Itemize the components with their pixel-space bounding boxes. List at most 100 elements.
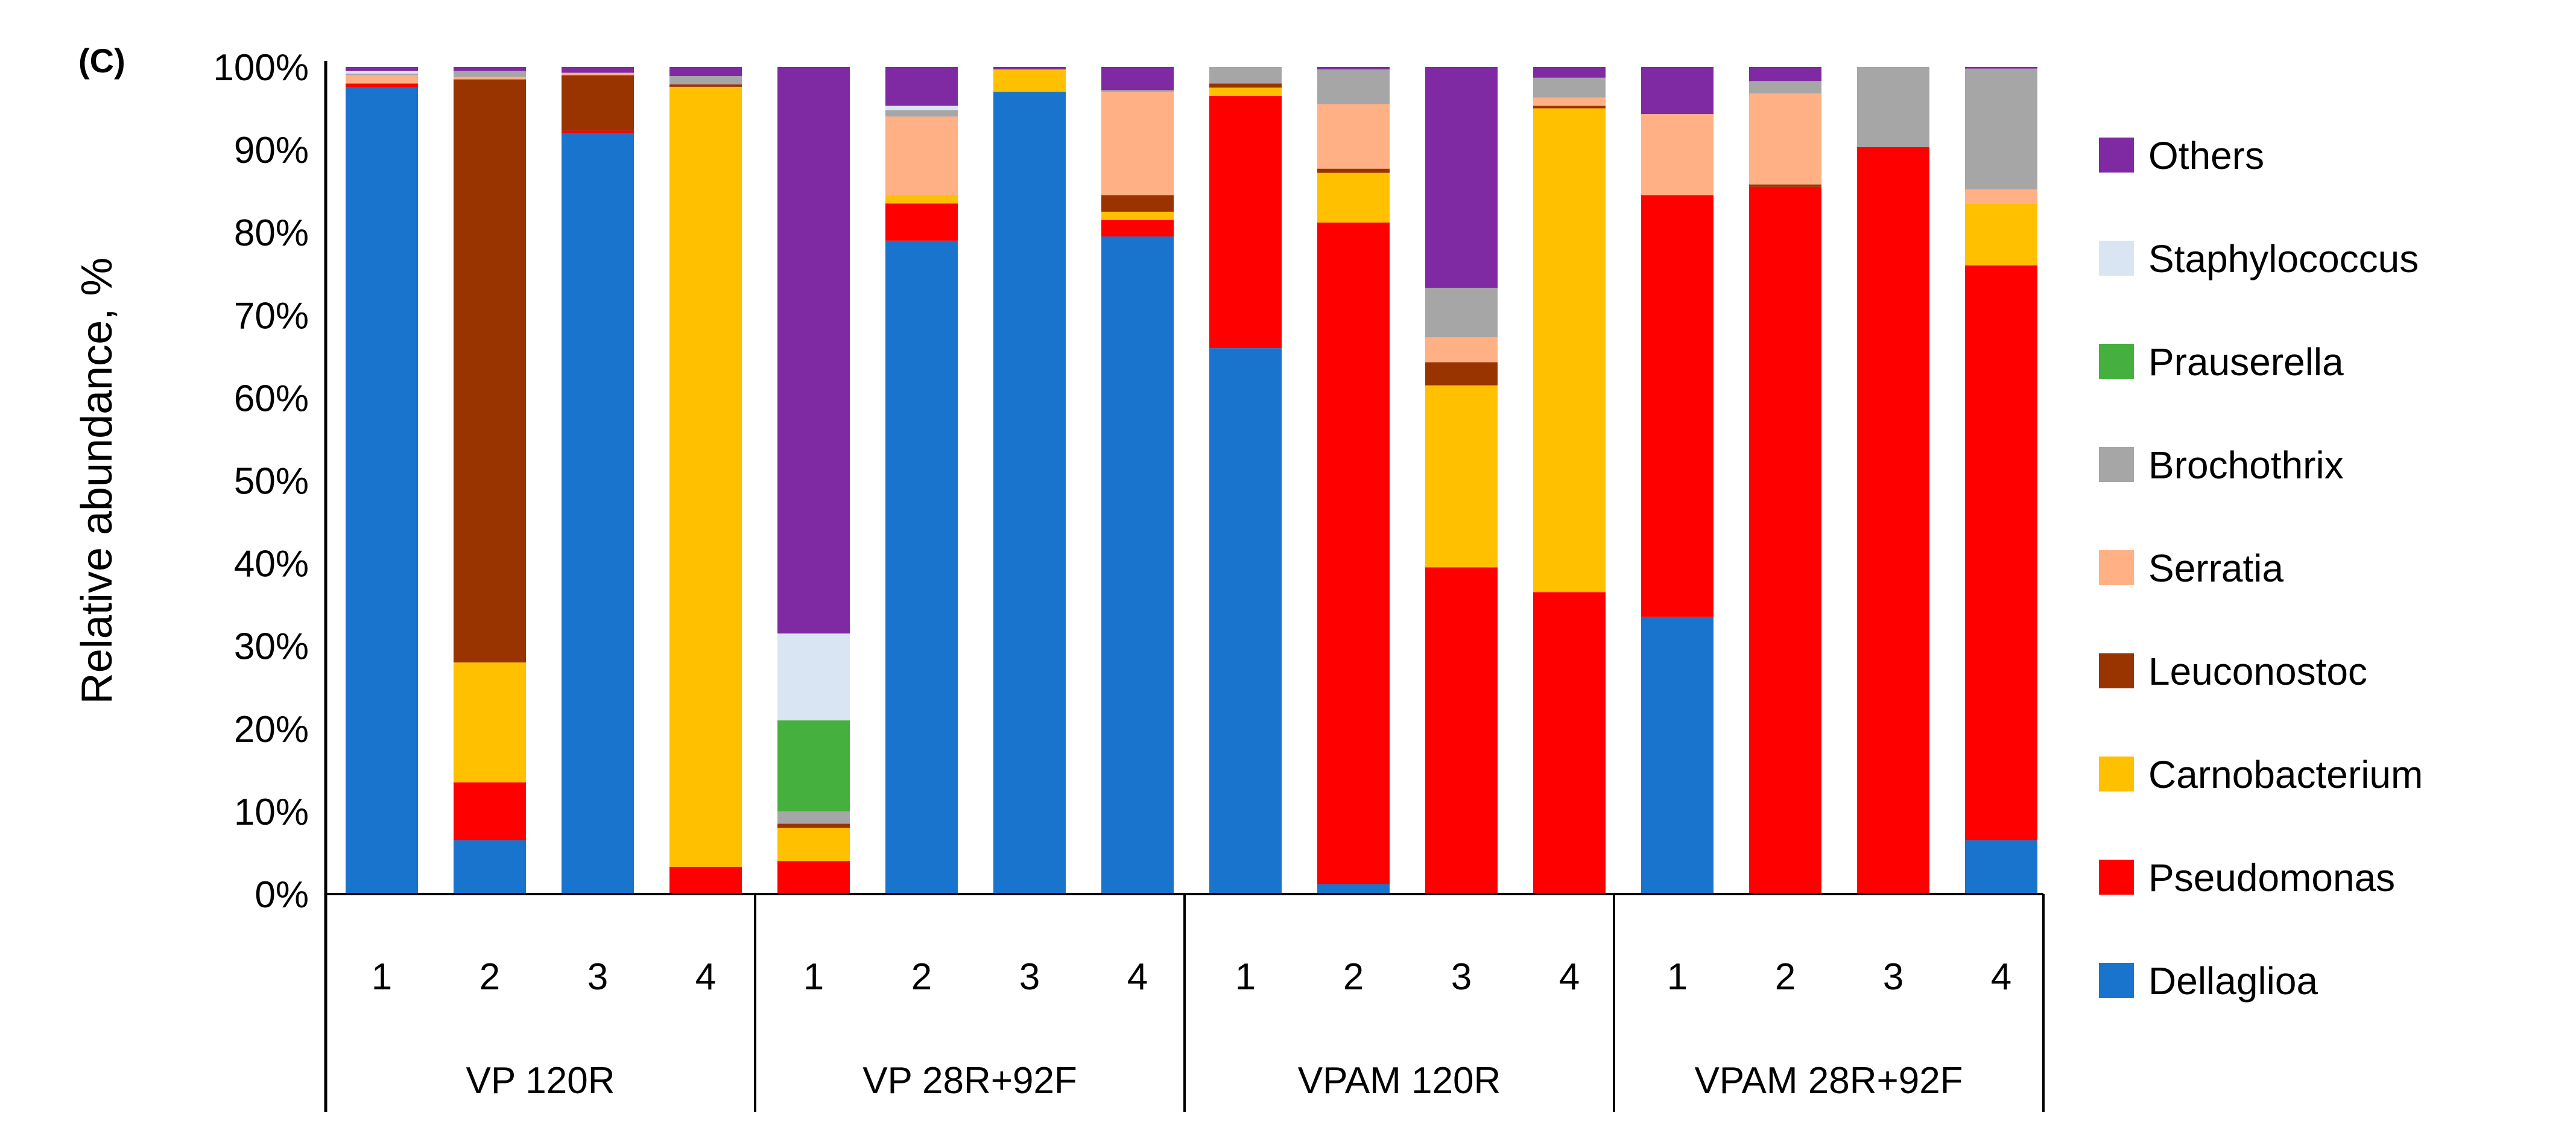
- bar-segment-dellaglioa: [993, 92, 1066, 894]
- bar-segment-brochothrix: [669, 76, 742, 84]
- bar-segment-others: [885, 67, 958, 106]
- group-label: VP 120R: [466, 1060, 615, 1102]
- bar-segment-brochothrix: [1101, 90, 1174, 92]
- legend-swatch-dellaglioa: [2099, 963, 2134, 998]
- bar-segment-serratia: [1101, 92, 1174, 195]
- bar-segment-dellaglioa: [346, 87, 418, 894]
- y-tick-label: 80%: [234, 212, 309, 254]
- bar-segment-pseudomonas: [885, 203, 958, 241]
- bar-segment-serratia: [885, 116, 958, 195]
- legend-label: Serratia: [2148, 547, 2284, 590]
- bar-segment-leuconostoc: [1749, 184, 1821, 187]
- x-tick-label: 1: [803, 956, 824, 998]
- bar-segment-staphylococcus: [777, 633, 850, 721]
- bar-segment-dellaglioa: [454, 840, 526, 894]
- bar-segment-leuconostoc: [1533, 106, 1606, 109]
- bar-segment-carnobacterium: [1425, 385, 1498, 568]
- y-tick-label: 90%: [234, 130, 309, 171]
- bar-segment-carnobacterium: [885, 195, 958, 204]
- bar-segment-others: [1425, 67, 1498, 288]
- bar-segment-dellaglioa: [1965, 840, 2037, 894]
- legend-label: Carnobacterium: [2148, 753, 2423, 796]
- bar-segment-pseudomonas: [1965, 265, 2037, 840]
- bar-segment-leuconostoc: [669, 84, 742, 87]
- legend-swatch-pseudomonas: [2099, 860, 2134, 895]
- bar-segment-pseudomonas: [1425, 567, 1498, 894]
- bar-segment-others: [1641, 67, 1714, 115]
- bar-segment-dellaglioa: [562, 133, 634, 895]
- bar-segment-carnobacterium: [1965, 203, 2037, 266]
- bar-segment-brochothrix: [1965, 68, 2037, 189]
- x-tick-label: 2: [911, 956, 932, 998]
- bar-segment-pseudomonas: [1641, 195, 1714, 617]
- legend-label: Staphylococcus: [2148, 237, 2419, 281]
- bar-segment-carnobacterium: [1533, 108, 1606, 592]
- bar-segment-dellaglioa: [1101, 236, 1174, 895]
- y-tick-label: 70%: [234, 295, 309, 337]
- bar-segment-serratia: [1317, 104, 1390, 169]
- bar-segment-others: [1101, 67, 1174, 90]
- x-tick-label: 1: [372, 956, 392, 998]
- bar-segment-pseudomonas: [1533, 592, 1606, 894]
- bar-segment-leuconostoc: [1317, 168, 1390, 173]
- bar-segment-brochothrix: [1425, 288, 1498, 338]
- y-tick-label: 10%: [234, 791, 309, 833]
- bar-segment-leuconostoc: [562, 75, 634, 131]
- y-axis-label: Relative abundance, %: [73, 258, 121, 705]
- bar-segment-prauserella: [777, 720, 850, 811]
- legend-swatch-carnobacterium: [2099, 757, 2134, 791]
- bar-segment-pseudomonas: [346, 83, 418, 88]
- x-tick-label: 3: [1019, 956, 1040, 998]
- bar-segment-pseudomonas: [669, 866, 742, 894]
- axes: [324, 61, 2045, 1112]
- bar-segment-dellaglioa: [1209, 348, 1282, 894]
- bar-segment-staphylococcus: [885, 106, 958, 110]
- bar-segment-others: [1317, 67, 1390, 70]
- bar-segment-brochothrix: [885, 110, 958, 117]
- bar-segment-others: [454, 67, 526, 71]
- bar-segment-pseudomonas: [777, 861, 850, 894]
- y-tick-label: 50%: [234, 461, 309, 503]
- bar-segment-others: [346, 67, 418, 71]
- legend-swatch-prauserella: [2099, 344, 2134, 379]
- legend-swatch-staphylococcus: [2099, 241, 2134, 276]
- x-tick-label: 4: [1127, 956, 1148, 998]
- y-tick-label: 60%: [234, 378, 309, 419]
- x-tick-label: 2: [1343, 956, 1364, 998]
- bar-segment-leuconostoc: [1209, 83, 1282, 88]
- legend-swatch-brochothrix: [2099, 447, 2134, 482]
- group-label: VPAM 120R: [1298, 1060, 1501, 1102]
- bar-segment-serratia: [1533, 97, 1606, 106]
- legend-label: Others: [2148, 134, 2264, 177]
- legend-label: Pseudomonas: [2148, 856, 2395, 899]
- x-tick-label: 4: [695, 956, 716, 998]
- bar-segment-others: [1533, 67, 1606, 78]
- bar-segment-pseudomonas: [1209, 95, 1282, 349]
- bar-segment-serratia: [1641, 114, 1714, 195]
- bar-segment-carnobacterium: [1317, 173, 1390, 223]
- y-tick-labels: 0% 10% 20% 30% 40% 50% 60% 70% 80% 90% 100%: [213, 47, 309, 916]
- x-tick-label: 3: [1451, 956, 1472, 998]
- legend-label: Leuconostoc: [2148, 650, 2367, 693]
- x-tick-label: 1: [1235, 956, 1256, 998]
- bar-segment-carnobacterium: [454, 662, 526, 782]
- panel-label: (C): [78, 42, 125, 80]
- bar-segment-pseudomonas: [1317, 222, 1390, 884]
- x-tick-label: 3: [1883, 956, 1904, 998]
- bar-segment-others: [1749, 67, 1821, 81]
- bar-segment-brochothrix: [1317, 69, 1390, 104]
- bar-segment-carnobacterium: [1101, 211, 1174, 220]
- bar-segment-serratia: [562, 72, 634, 75]
- bar-segment-others: [669, 67, 742, 77]
- bar-segment-serratia: [1425, 337, 1498, 363]
- bar-segment-others: [562, 67, 634, 73]
- legend: Others Staphylococcus Prauserella Brochothr…: [2099, 134, 2423, 1003]
- y-tick-label: 0%: [255, 874, 309, 916]
- bar-segment-leuconostoc: [1425, 362, 1498, 385]
- bar-segment-pseudomonas: [1749, 186, 1821, 894]
- x-tick-label: 2: [1775, 956, 1796, 998]
- x-tick-label: 4: [1559, 956, 1580, 998]
- bar-segment-pseudomonas: [1857, 147, 1929, 894]
- bar-segment-others: [777, 67, 850, 634]
